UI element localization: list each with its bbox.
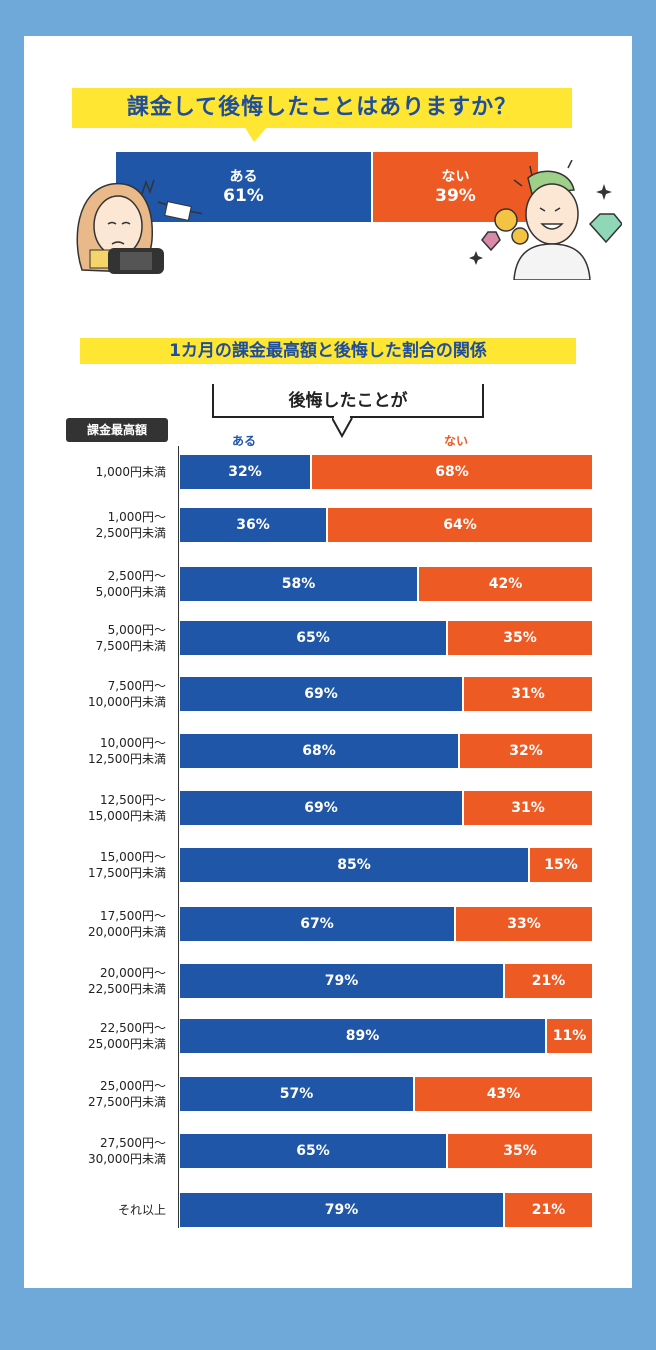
category-label-line: 1,000円未満 bbox=[95, 465, 166, 479]
category-header: 課金最高額 bbox=[66, 418, 168, 442]
category-label-line: 12,500円～ bbox=[100, 793, 166, 807]
category-label: 17,500円～ 20,000円未満 bbox=[16, 908, 166, 940]
category-label: 2,500円～ 5,000円未満 bbox=[16, 568, 166, 600]
bar-nai: 64% bbox=[328, 508, 592, 542]
bar-aru: 79% bbox=[180, 964, 503, 998]
top-bar-aru: ある 61% bbox=[116, 152, 371, 222]
callout-text: 後悔したことが bbox=[288, 391, 408, 411]
category-label-line: 30,000円未満 bbox=[88, 1152, 166, 1166]
bar-nai: 31% bbox=[464, 677, 592, 711]
category-label-line: 15,000円～ bbox=[100, 850, 166, 864]
category-label-line: 25,000円～ bbox=[100, 1079, 166, 1093]
category-label-line: 5,000円未満 bbox=[95, 585, 166, 599]
bar-aru: 85% bbox=[180, 848, 528, 882]
category-label-line: 10,000円未満 bbox=[88, 695, 166, 709]
bar-nai: 42% bbox=[419, 567, 592, 601]
top-aru-value: 61% bbox=[223, 186, 264, 206]
bar-aru: 58% bbox=[180, 567, 417, 601]
category-label-line: 22,500円～ bbox=[100, 1021, 166, 1035]
regret-woman-illustration bbox=[76, 179, 202, 274]
category-label-line: 20,000円未満 bbox=[88, 925, 166, 939]
category-label-line: 2,500円～ bbox=[107, 569, 166, 583]
top-nai-label: ない bbox=[441, 169, 470, 185]
category-label: 5,000円～ 7,500円未満 bbox=[16, 622, 166, 654]
bar-nai: 21% bbox=[505, 964, 592, 998]
category-label-line: 20,000円～ bbox=[100, 966, 166, 980]
category-label-line: 12,500円未満 bbox=[88, 752, 166, 766]
bar-aru: 65% bbox=[180, 1134, 446, 1168]
category-label-line: 7,500円未満 bbox=[95, 639, 166, 653]
category-label-line: 25,000円未満 bbox=[88, 1037, 166, 1051]
category-label-line: 2,500円未満 bbox=[95, 526, 166, 540]
category-axis bbox=[178, 446, 179, 1228]
category-label: 12,500円～ 15,000円未満 bbox=[16, 792, 166, 824]
bar-aru: 79% bbox=[180, 1193, 503, 1227]
bar-aru: 57% bbox=[180, 1077, 413, 1111]
bar-nai: 33% bbox=[456, 907, 592, 941]
category-label-line: 27,500円～ bbox=[100, 1136, 166, 1150]
category-label: 7,500円～ 10,000円未満 bbox=[16, 678, 166, 710]
category-label-line: 17,500円未満 bbox=[88, 866, 166, 880]
legend-nai: ない bbox=[444, 434, 469, 448]
category-label: 15,000円～ 17,500円未満 bbox=[16, 849, 166, 881]
category-label: 20,000円～ 22,500円未満 bbox=[16, 965, 166, 997]
bar-nai: 43% bbox=[415, 1077, 592, 1111]
category-label-line: 5,000円～ bbox=[107, 623, 166, 637]
category-label-line: 17,500円～ bbox=[100, 909, 166, 923]
category-label: それ以上 bbox=[16, 1202, 166, 1218]
bar-nai: 15% bbox=[530, 848, 592, 882]
bar-aru: 68% bbox=[180, 734, 458, 768]
bar-nai: 68% bbox=[312, 455, 592, 489]
category-label: 10,000円～ 12,500円未満 bbox=[16, 735, 166, 767]
category-label: 25,000円～ 27,500円未満 bbox=[16, 1078, 166, 1110]
subtitle-highlight bbox=[80, 338, 576, 364]
happy-man-illustration bbox=[469, 160, 622, 280]
bar-aru: 65% bbox=[180, 621, 446, 655]
bar-aru: 36% bbox=[180, 508, 326, 542]
category-label-line: それ以上 bbox=[117, 1203, 166, 1217]
bar-aru: 67% bbox=[180, 907, 454, 941]
bar-aru: 32% bbox=[180, 455, 310, 489]
top-nai-value: 39% bbox=[435, 186, 476, 206]
category-label-line: 27,500円未満 bbox=[88, 1095, 166, 1109]
bar-nai: 11% bbox=[547, 1019, 592, 1053]
title-highlight bbox=[72, 88, 572, 142]
bar-nai: 32% bbox=[460, 734, 592, 768]
legend-aru: ある bbox=[232, 434, 257, 448]
page-title: 課金して後悔したことはありますか？ bbox=[126, 95, 518, 120]
category-label-line: 15,000円未満 bbox=[88, 809, 166, 823]
category-label: 22,500円～ 25,000円未満 bbox=[16, 1020, 166, 1052]
callout-pointer bbox=[332, 416, 353, 438]
bar-nai: 35% bbox=[448, 621, 592, 655]
bar-nai: 35% bbox=[448, 1134, 592, 1168]
bar-nai: 21% bbox=[505, 1193, 592, 1227]
bar-nai: 31% bbox=[464, 791, 592, 825]
bar-aru: 89% bbox=[180, 1019, 545, 1053]
bar-aru: 69% bbox=[180, 677, 462, 711]
category-label-line: 10,000円～ bbox=[100, 736, 166, 750]
category-label-line: 7,500円～ bbox=[107, 679, 166, 693]
category-label: 27,500円～ 30,000円未満 bbox=[16, 1135, 166, 1167]
category-label-line: 1,000円～ bbox=[107, 510, 166, 524]
section-subtitle: 1カ月の課金最高額と後悔した割合の関係 bbox=[169, 341, 487, 361]
category-label: 1,000円～ 2,500円未満 bbox=[16, 509, 166, 541]
bar-aru: 69% bbox=[180, 791, 462, 825]
top-aru-label: ある bbox=[229, 169, 258, 185]
category-label: 1,000円未満 bbox=[16, 464, 166, 480]
category-label-line: 22,500円未満 bbox=[88, 982, 166, 996]
